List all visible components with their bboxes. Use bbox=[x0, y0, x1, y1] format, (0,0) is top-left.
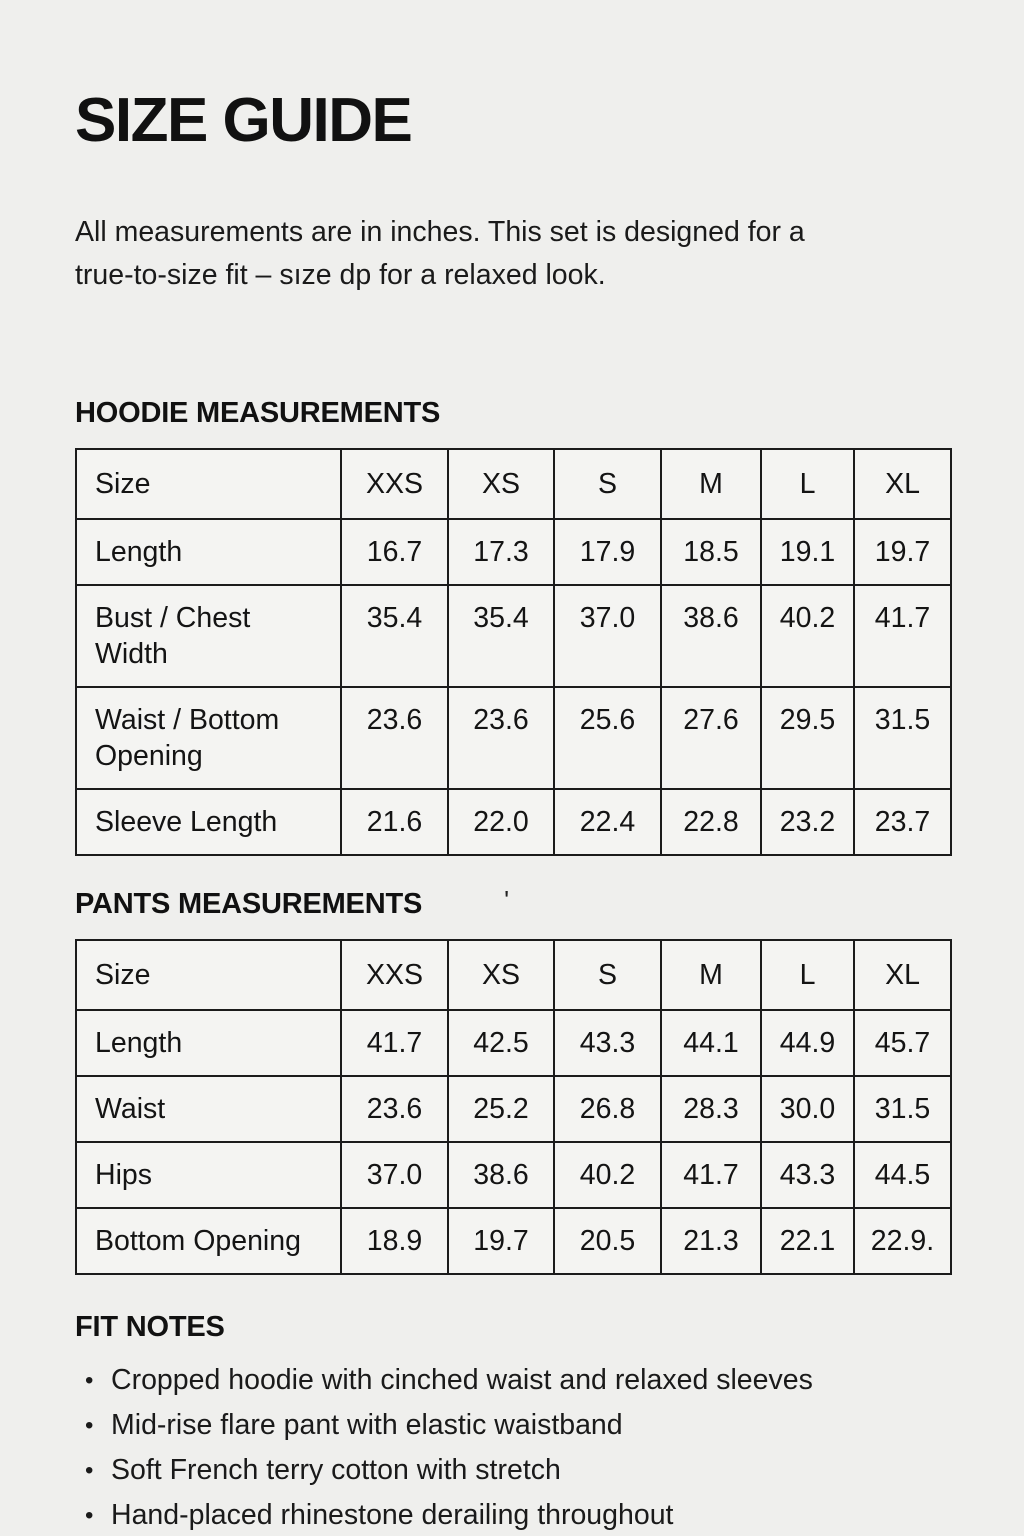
table-row: Hips 37.0 38.6 40.2 41.7 43.3 44.5 bbox=[75, 1141, 952, 1210]
cell-value: 40.2 bbox=[760, 584, 855, 689]
cell-value: 44.5 bbox=[853, 1141, 952, 1210]
list-item: Cropped hoodie with cinched waist and re… bbox=[75, 1358, 950, 1403]
fit-notes-list: Cropped hoodie with cinched waist and re… bbox=[75, 1358, 950, 1536]
pants-header-m: M bbox=[660, 939, 762, 1012]
cell-value: 19.7 bbox=[447, 1207, 555, 1276]
hoodie-header-size: Size bbox=[75, 448, 342, 521]
intro-paragraph: All measurements are in inches. This set… bbox=[75, 211, 950, 297]
row-label: Sleeve Length bbox=[75, 788, 342, 857]
table-row: Sleeve Length 21.6 22.0 22.4 22.8 23.2 2… bbox=[75, 788, 952, 857]
hoodie-table: Size XXS XS S M L XL Length 16.7 17.3 17… bbox=[75, 448, 952, 857]
list-item: Mid-rise flare pant with elastic waistba… bbox=[75, 1403, 950, 1448]
pants-header-xxs: XXS bbox=[340, 939, 449, 1012]
cell-value: 25.6 bbox=[553, 686, 662, 791]
row-label: Bottom Opening bbox=[75, 1207, 342, 1276]
table-row: Length 16.7 17.3 17.9 18.5 19.1 19.7 bbox=[75, 518, 952, 587]
cell-value: 23.6 bbox=[340, 686, 449, 791]
cell-value: 18.5 bbox=[660, 518, 762, 587]
row-label: Waist / Bottom Opening bbox=[75, 686, 342, 791]
cell-value: 21.3 bbox=[660, 1207, 762, 1276]
cell-value: 23.7 bbox=[853, 788, 952, 857]
cell-value: 44.9 bbox=[760, 1009, 855, 1078]
cell-value: 40.2 bbox=[553, 1141, 662, 1210]
cell-value: 41.7 bbox=[853, 584, 952, 689]
pants-table: Size XXS XS S M L XL Length 41.7 42.5 43… bbox=[75, 939, 952, 1276]
table-row: Waist 23.6 25.2 26.8 28.3 30.0 31.5 bbox=[75, 1075, 952, 1144]
intro-line-2: true-to-size fit – sıze dp for a relaxed… bbox=[75, 259, 606, 292]
cell-value: 44.1 bbox=[660, 1009, 762, 1078]
cell-value: 23.6 bbox=[447, 686, 555, 791]
table-row: Bust / Chest Width 35.4 35.4 37.0 38.6 4… bbox=[75, 584, 952, 689]
cell-value: 16.7 bbox=[340, 518, 449, 587]
cell-value: 37.0 bbox=[553, 584, 662, 689]
cell-value: 17.3 bbox=[447, 518, 555, 587]
cell-value: 20.5 bbox=[553, 1207, 662, 1276]
cell-value: 19.7 bbox=[853, 518, 952, 587]
cell-value: 37.0 bbox=[340, 1141, 449, 1210]
cell-value: 23.6 bbox=[340, 1075, 449, 1144]
hoodie-header-m: M bbox=[660, 448, 762, 521]
list-item: Hand-placed rhinestone derailing through… bbox=[75, 1493, 950, 1536]
cell-value: 38.6 bbox=[447, 1141, 555, 1210]
hoodie-header-xs: XS bbox=[447, 448, 555, 521]
cell-value: 18.9 bbox=[340, 1207, 449, 1276]
cell-value: 25.2 bbox=[447, 1075, 555, 1144]
cell-value: 41.7 bbox=[660, 1141, 762, 1210]
list-item: Soft French terry cotton with stretch bbox=[75, 1448, 950, 1493]
cell-value: 26.8 bbox=[553, 1075, 662, 1144]
fit-notes-heading: FIT NOTES bbox=[75, 1311, 225, 1344]
cell-value: 22.1 bbox=[760, 1207, 855, 1276]
pants-header-l: L bbox=[760, 939, 855, 1012]
hoodie-section-heading: HOODIE MEASUREMENTS bbox=[75, 397, 441, 430]
table-row: Length 41.7 42.5 43.3 44.1 44.9 45.7 bbox=[75, 1009, 952, 1078]
cell-value: 22.9. bbox=[853, 1207, 952, 1276]
table-row: Waist / Bottom Opening 23.6 23.6 25.6 27… bbox=[75, 686, 952, 791]
cell-value: 42.5 bbox=[447, 1009, 555, 1078]
cell-value: 19.1 bbox=[760, 518, 855, 587]
cell-value: 29.5 bbox=[760, 686, 855, 791]
pants-header-xs: XS bbox=[447, 939, 555, 1012]
cell-value: 21.6 bbox=[340, 788, 449, 857]
table-row: Bottom Opening 18.9 19.7 20.5 21.3 22.1 … bbox=[75, 1207, 952, 1276]
cell-value: 35.4 bbox=[447, 584, 555, 689]
intro-line-1: All measurements are in inches. This set… bbox=[75, 216, 805, 249]
cell-value: 22.0 bbox=[447, 788, 555, 857]
pants-header-s: S bbox=[553, 939, 662, 1012]
table-header-row: Size XXS XS S M L XL bbox=[75, 448, 952, 521]
cell-value: 31.5 bbox=[853, 686, 952, 791]
row-label: Length bbox=[75, 518, 342, 587]
hoodie-header-xl: XL bbox=[853, 448, 952, 521]
cell-value: 38.6 bbox=[660, 584, 762, 689]
hoodie-header-s: S bbox=[553, 448, 662, 521]
cell-value: 30.0 bbox=[760, 1075, 855, 1144]
cell-value: 41.7 bbox=[340, 1009, 449, 1078]
table-header-row: Size XXS XS S M L XL bbox=[75, 939, 952, 1012]
cell-value: 23.2 bbox=[760, 788, 855, 857]
cell-value: 45.7 bbox=[853, 1009, 952, 1078]
page-title: SIZE GUIDE bbox=[75, 86, 413, 155]
cell-value: 35.4 bbox=[340, 584, 449, 689]
row-label: Waist bbox=[75, 1075, 342, 1144]
pants-section-heading: PANTS MEASUREMENTS ' bbox=[75, 885, 950, 921]
row-label: Bust / Chest Width bbox=[75, 584, 342, 689]
cell-value: 31.5 bbox=[853, 1075, 952, 1144]
cell-value: 27.6 bbox=[660, 686, 762, 791]
pants-header-size: Size bbox=[75, 939, 342, 1012]
row-label: Length bbox=[75, 1009, 342, 1078]
cell-value: 43.3 bbox=[553, 1009, 662, 1078]
cell-value: 28.3 bbox=[660, 1075, 762, 1144]
hoodie-header-l: L bbox=[760, 448, 855, 521]
pants-heading-text: PANTS MEASUREMENTS bbox=[75, 888, 423, 921]
cell-value: 17.9 bbox=[553, 518, 662, 587]
hoodie-header-xxs: XXS bbox=[340, 448, 449, 521]
row-label: Hips bbox=[75, 1141, 342, 1210]
cell-value: 43.3 bbox=[760, 1141, 855, 1210]
stray-tick-mark: ' bbox=[504, 885, 509, 916]
pants-header-xl: XL bbox=[853, 939, 952, 1012]
cell-value: 22.8 bbox=[660, 788, 762, 857]
cell-value: 22.4 bbox=[553, 788, 662, 857]
